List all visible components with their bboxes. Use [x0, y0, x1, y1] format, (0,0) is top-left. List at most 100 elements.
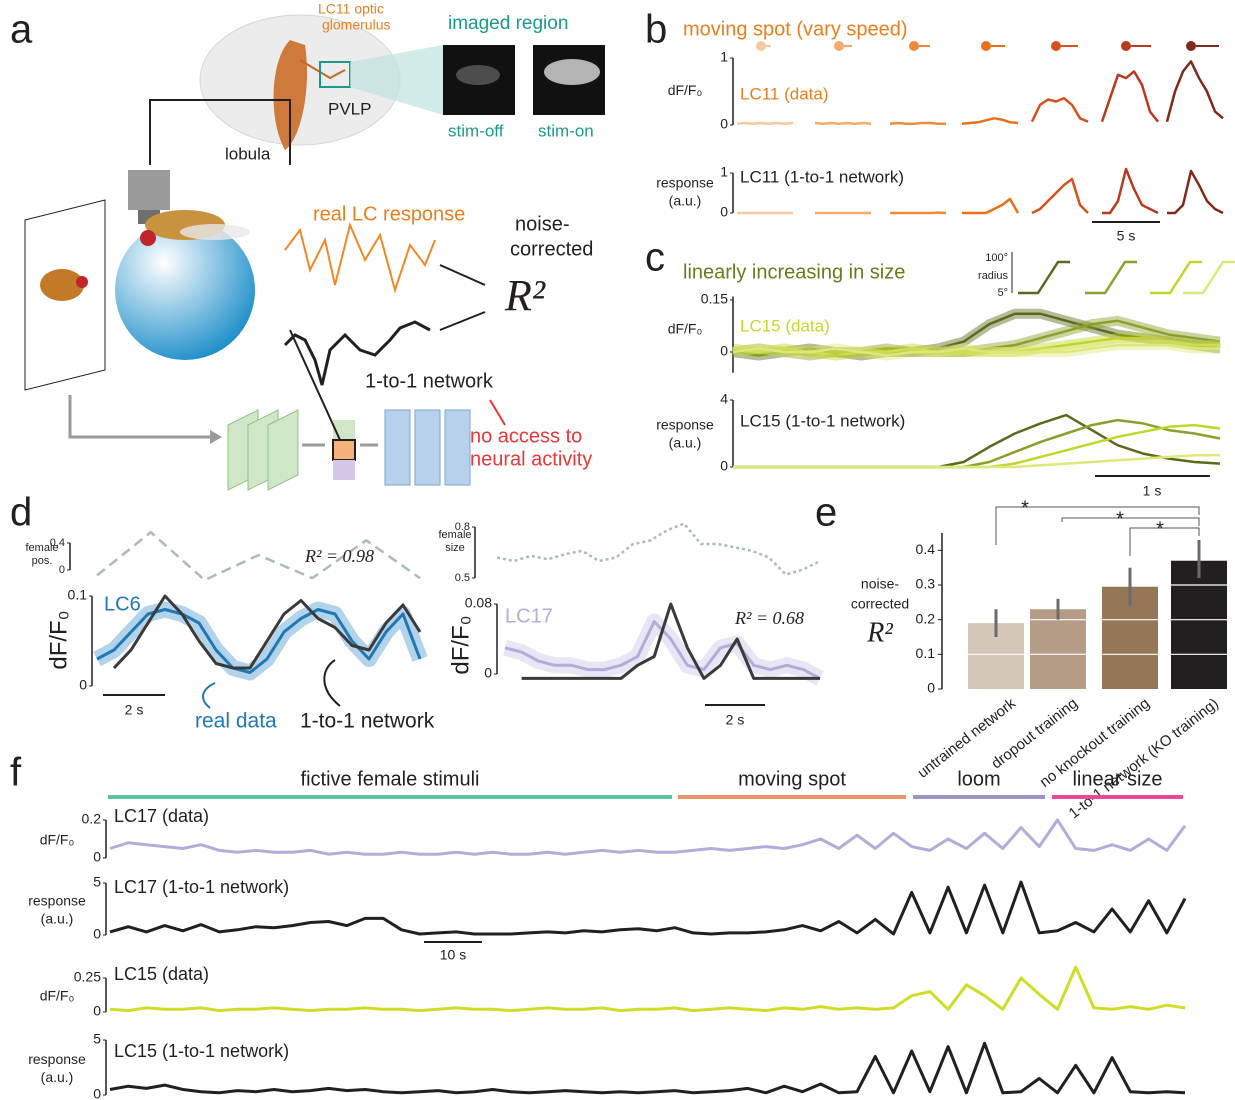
series-name: LC11 (data) — [740, 84, 829, 103]
scale-label: 5 s — [1117, 228, 1136, 244]
trace — [815, 123, 871, 124]
trace — [497, 524, 820, 575]
y-label: R² — [866, 617, 893, 648]
y-tick-label: 0.4 — [916, 541, 936, 557]
trace — [110, 967, 1185, 1011]
label: stim-off — [448, 121, 504, 140]
label: PVLP — [328, 99, 371, 118]
trace — [1102, 169, 1158, 213]
y-label: corrected — [851, 596, 909, 612]
y-tick-label: 4 — [720, 391, 728, 407]
y-label: (a.u.) — [669, 193, 702, 209]
label: lobula — [225, 144, 271, 163]
section-header: moving spot — [738, 768, 846, 790]
stimulus-icon — [909, 41, 919, 51]
title: moving spot (vary speed) — [683, 18, 908, 40]
y-tick-label: 0 — [59, 564, 65, 576]
stimulus-icon — [1186, 41, 1196, 51]
y-tick-label: 1 — [720, 164, 728, 180]
y-tick-label: 0 — [484, 665, 492, 681]
stimulus-eye — [76, 276, 88, 288]
y-tick-label: 0.2 — [916, 610, 936, 626]
trace — [1032, 179, 1088, 213]
y-label: dF/F₀ — [45, 610, 72, 669]
section-header: loom — [957, 768, 1000, 790]
section-header: fictive female stimuli — [301, 768, 480, 790]
y-tick-label: 0 — [720, 458, 728, 474]
stim-label: female — [25, 542, 58, 554]
scale-label: 10 s — [440, 947, 466, 963]
label: 1-to-1 network — [365, 370, 494, 392]
bottleneck — [333, 460, 355, 480]
trace — [110, 820, 1185, 854]
significance-star: * — [1021, 497, 1029, 519]
legend-label: 1-to-1 network — [300, 710, 435, 733]
label: LC11 optic — [318, 1, 384, 17]
ball — [115, 220, 255, 360]
pointer — [324, 660, 340, 706]
y-tick-label: 0.25 — [74, 969, 101, 985]
scale-label: 2 s — [726, 712, 745, 728]
y-tick-label: 0.08 — [465, 595, 492, 611]
stimulus-icon — [981, 41, 991, 51]
y-tick-label: 0.2 — [82, 811, 102, 827]
y-label: (a.u.) — [669, 435, 702, 451]
panel-label: e — [815, 491, 837, 535]
stim-label: pos. — [32, 555, 53, 567]
label: stim-on — [538, 121, 594, 140]
series-name: LC15 (data) — [114, 964, 209, 984]
panel-a: a LC11 optic glomerulus imaged region PV… — [10, 1, 605, 490]
inset-ramp — [1018, 262, 1070, 293]
series-name: LC11 (1-to-1 network) — [740, 167, 904, 186]
label: glomerulus — [322, 17, 390, 33]
readout-layers — [385, 410, 470, 485]
y-label: response — [28, 1051, 86, 1067]
series-name: LC17 (data) — [114, 806, 209, 826]
y-label: dF/F₀ — [447, 615, 474, 674]
trace — [1032, 98, 1088, 122]
series-name: LC15 (data) — [740, 316, 830, 335]
y-tick-label: 0 — [720, 343, 728, 359]
scale-label: 2 s — [125, 702, 144, 718]
fly-eye — [140, 230, 156, 246]
stim-label: female — [438, 529, 471, 541]
y-label: dF/F₀ — [668, 82, 703, 98]
trace — [962, 199, 1018, 213]
inset-label: 5° — [997, 287, 1008, 299]
scale-label: 1 s — [1143, 483, 1162, 499]
bar — [1171, 561, 1227, 689]
label: corrected — [510, 238, 593, 260]
y-label: response — [28, 893, 86, 909]
y-tick-label: 5 — [93, 874, 101, 890]
title: linearly increasing in size — [683, 261, 905, 283]
y-tick-label: 5 — [93, 1031, 101, 1047]
stimulus-icon — [756, 41, 766, 51]
trace — [962, 118, 1018, 123]
y-label: dF/F₀ — [668, 321, 703, 337]
y-tick-label: 1 — [720, 49, 728, 65]
inset-ramp — [1183, 262, 1235, 293]
panel-label: c — [645, 236, 665, 280]
trace — [737, 123, 793, 124]
trace — [97, 610, 420, 673]
significance-star: * — [1116, 508, 1124, 530]
y-label: (a.u.) — [41, 1069, 74, 1085]
arrow — [490, 400, 505, 425]
inset-ramp — [1085, 262, 1137, 293]
y-label: (a.u.) — [41, 911, 74, 927]
y-tick-label: 0.1 — [916, 645, 936, 661]
arrow-head — [210, 430, 222, 444]
stimulus-icon — [1051, 41, 1061, 51]
bar — [1030, 609, 1086, 689]
series-name: LC15 (1-to-1 network) — [114, 1041, 289, 1061]
y-tick-label: 0.3 — [916, 576, 936, 592]
r2-label: R² = 0.98 — [304, 546, 374, 566]
y-label: dF/F₀ — [40, 832, 75, 848]
trace — [890, 123, 946, 124]
section-header: linear size — [1072, 768, 1162, 790]
y-tick-label: 0 — [93, 1003, 101, 1019]
image-signal — [456, 65, 500, 85]
series-name: LC17 — [505, 605, 553, 627]
panel-label: d — [10, 491, 32, 535]
bottleneck — [333, 440, 355, 460]
